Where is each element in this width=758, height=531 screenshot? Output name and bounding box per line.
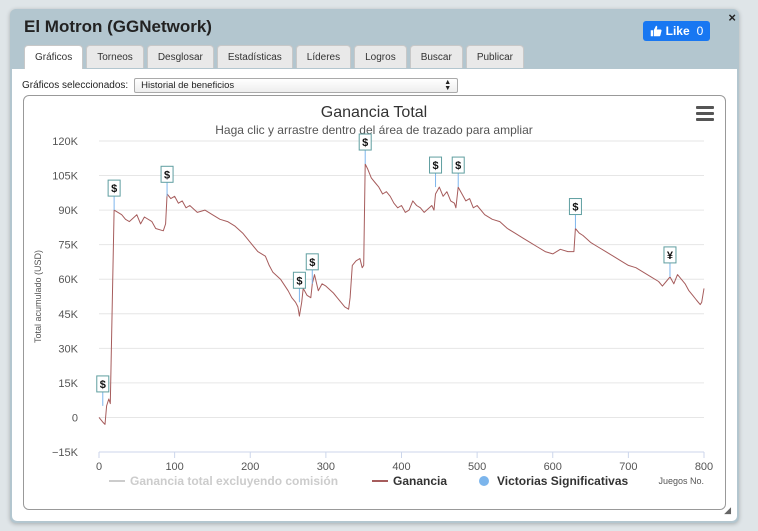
y-tick-label: 90K — [58, 205, 78, 217]
close-icon[interactable]: × — [728, 10, 736, 25]
y-tick-label: 45K — [58, 309, 78, 321]
like-label: Like — [665, 24, 690, 38]
chart-selector-value: Historial de beneficios — [141, 80, 235, 91]
thumbs-up-icon — [650, 25, 662, 37]
tab-estadisticas[interactable]: Estadísticas — [216, 45, 293, 68]
facebook-like-button[interactable]: Like 0 — [643, 21, 710, 41]
x-tick-label: 200 — [241, 461, 259, 473]
x-axis-label: Juegos No. — [658, 476, 704, 486]
tab-panel: Gráficos seleccionados: Historial de ben… — [12, 69, 737, 521]
flag-symbol: ¥ — [667, 250, 674, 262]
legend-circle-symbol — [479, 476, 489, 486]
significant-win-flag — [160, 165, 174, 183]
chart-title: Ganancia Total — [321, 104, 427, 121]
significant-win-flag — [305, 253, 319, 271]
legend-item: Ganancia total excluyendo comisión — [130, 474, 338, 488]
x-tick-label: 600 — [544, 461, 562, 473]
chart-selector-row: Gráficos seleccionados: Historial de ben… — [22, 78, 459, 93]
y-tick-label: −15K — [52, 447, 79, 459]
tab-bar: Gráficos Torneos Desglosar Estadísticas … — [24, 45, 524, 69]
x-tick-label: 400 — [392, 461, 410, 473]
y-axis-label: Total acumulado (USD) — [33, 250, 43, 343]
tab-desglosar[interactable]: Desglosar — [146, 45, 214, 68]
y-tick-label: 30K — [58, 343, 78, 355]
x-tick-label: 300 — [317, 461, 335, 473]
flag-symbol: $ — [111, 183, 117, 195]
x-tick-label: 100 — [165, 461, 183, 473]
resize-handle-icon[interactable]: ◢ — [724, 505, 731, 515]
tab-publicar[interactable]: Publicar — [465, 45, 524, 68]
y-tick-label: 105K — [52, 171, 78, 183]
tab-buscar[interactable]: Buscar — [409, 45, 463, 68]
select-arrows-icon: ▲ ▼ — [444, 78, 452, 92]
flag-symbol: $ — [164, 169, 170, 181]
tab-logros[interactable]: Logros — [354, 45, 407, 68]
chart-menu-icon[interactable] — [696, 106, 714, 122]
significant-win-flag — [568, 198, 582, 216]
tab-graficos[interactable]: Gráficos — [24, 45, 84, 69]
y-tick-label: 60K — [58, 274, 78, 286]
profit-chart[interactable]: Ganancia Total Haga clic y arrastre dentr… — [24, 96, 725, 509]
significant-win-flag — [451, 156, 465, 174]
flag-symbol: $ — [296, 275, 302, 287]
chart-selector-label: Gráficos seleccionados: — [22, 80, 129, 91]
flag-symbol: $ — [100, 379, 106, 391]
like-count: 0 — [696, 24, 704, 38]
legend-item: Victorias Significativas — [497, 474, 628, 488]
player-window: El Motron (GGNetwork) × Like 0 Gráficos … — [10, 9, 739, 523]
x-tick-label: 800 — [695, 461, 713, 473]
y-tick-label: 75K — [58, 240, 78, 252]
tab-lideres[interactable]: Líderes — [295, 45, 352, 68]
x-tick-label: 0 — [96, 461, 102, 473]
flag-symbol: $ — [309, 257, 315, 269]
significant-win-flag — [292, 271, 306, 289]
legend-item: Ganancia — [393, 474, 447, 488]
x-tick-label: 500 — [468, 461, 486, 473]
significant-win-flag — [358, 133, 372, 151]
flag-symbol: $ — [572, 202, 578, 214]
flag-symbol: $ — [455, 160, 461, 172]
y-tick-label: 15K — [58, 378, 78, 390]
flag-symbol: $ — [362, 137, 368, 149]
flag-symbol: $ — [432, 160, 438, 172]
significant-win-flag — [107, 179, 121, 197]
significant-win-flag — [663, 246, 677, 264]
chart-selector[interactable]: Historial de beneficios ▲ ▼ — [134, 78, 459, 93]
y-tick-label: 0 — [72, 412, 78, 424]
window-title: El Motron (GGNetwork) — [24, 17, 212, 36]
significant-win-flag — [429, 156, 443, 174]
tab-torneos[interactable]: Torneos — [86, 45, 144, 68]
y-tick-label: 120K — [52, 136, 78, 148]
chart-container: Ganancia Total Haga clic y arrastre dentr… — [23, 95, 726, 510]
significant-win-flag — [96, 375, 110, 393]
x-tick-label: 700 — [619, 461, 637, 473]
chart-subtitle: Haga clic y arrastre dentro del área de … — [215, 123, 533, 137]
series-line-ganancia — [98, 163, 705, 425]
